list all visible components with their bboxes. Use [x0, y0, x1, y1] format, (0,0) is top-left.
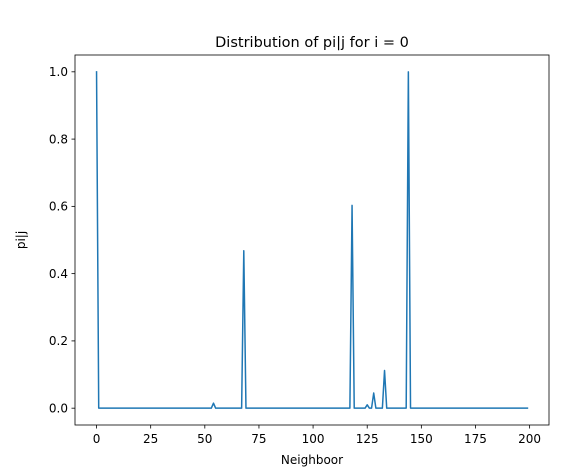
y-tick-label: 0.6	[49, 200, 68, 214]
x-tick-label: 75	[251, 432, 266, 446]
y-tick-label: 0.8	[49, 132, 68, 146]
x-tick-label: 0	[93, 432, 101, 446]
y-tick-label: 0.2	[49, 334, 68, 348]
x-tick-label: 100	[302, 432, 325, 446]
x-axis-label: Neighboor	[281, 453, 343, 467]
y-axis-label: pi|j	[14, 231, 28, 249]
plot-frame	[74, 54, 550, 426]
x-tick-label: 150	[410, 432, 433, 446]
x-tick-label: 50	[197, 432, 212, 446]
x-tick-label: 125	[356, 432, 379, 446]
plot-area	[95, 71, 529, 409]
series-line-0	[95, 71, 529, 409]
y-tick-label: 0.0	[49, 401, 68, 415]
y-axis: 0.0 0.2 0.4 0.6 0.8 1.0	[49, 65, 75, 415]
x-tick-label: 25	[143, 432, 158, 446]
chart-title: Distribution of pi|j for i = 0	[215, 35, 409, 51]
x-tick-label: 200	[518, 432, 541, 446]
y-tick-label: 1.0	[49, 65, 68, 79]
x-axis: 0 25 50 75 100 125 150 175 200	[93, 425, 541, 446]
x-tick-label: 175	[464, 432, 487, 446]
y-tick-label: 0.4	[49, 267, 68, 281]
